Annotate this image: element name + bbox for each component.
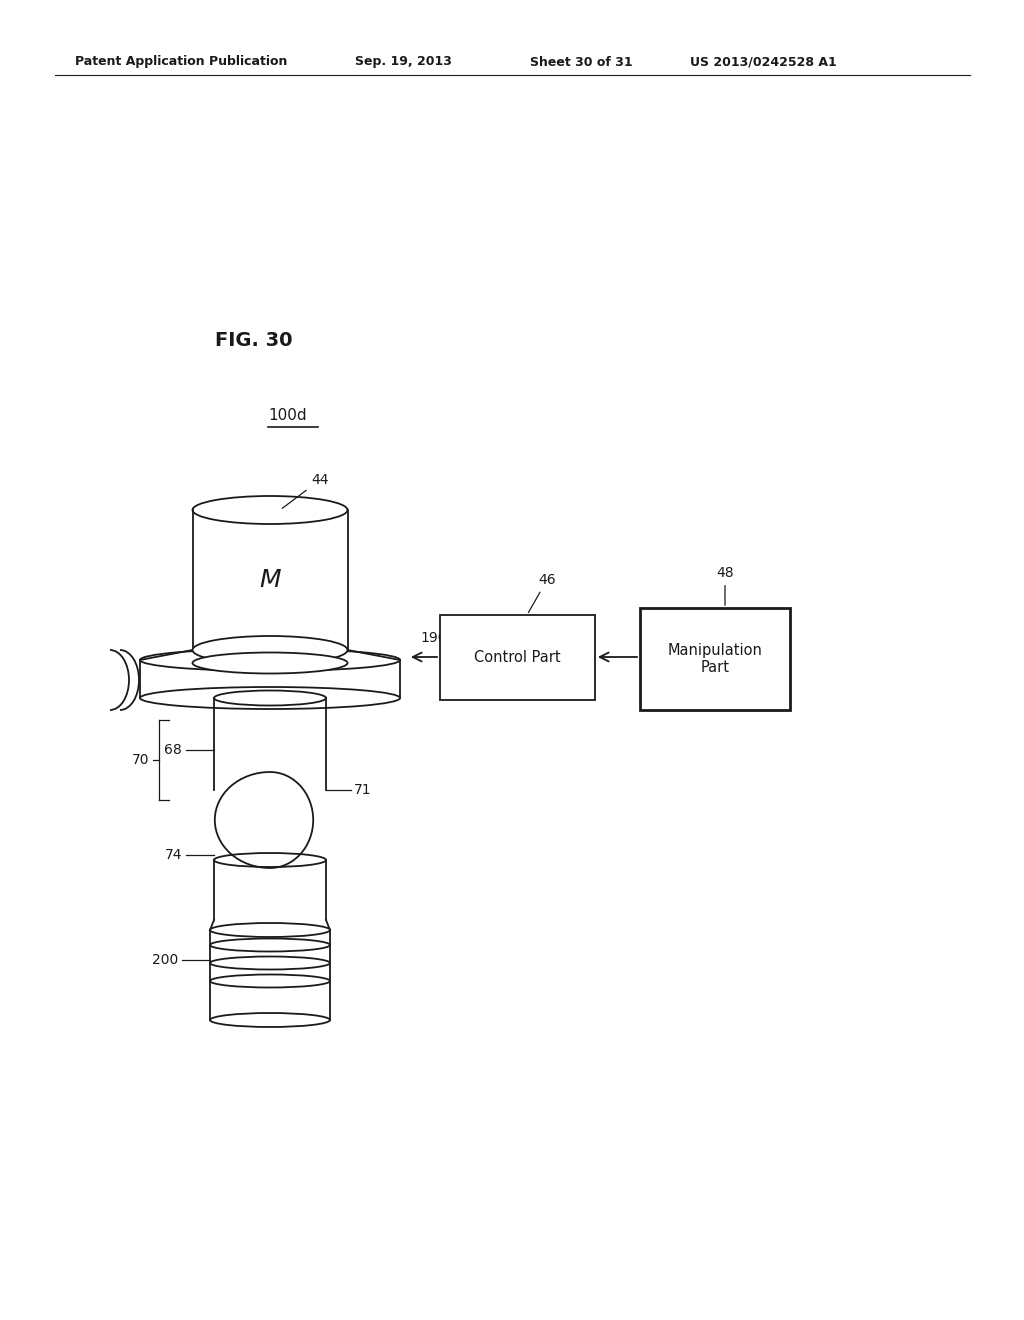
Ellipse shape	[214, 690, 326, 705]
Text: Patent Application Publication: Patent Application Publication	[75, 55, 288, 69]
Text: 44: 44	[283, 473, 329, 508]
Text: Control Part: Control Part	[474, 649, 560, 664]
Ellipse shape	[193, 496, 347, 524]
Ellipse shape	[193, 652, 347, 673]
Ellipse shape	[210, 939, 330, 952]
Ellipse shape	[193, 636, 347, 664]
Text: 74: 74	[165, 847, 182, 862]
Bar	[440, 615, 595, 700]
Ellipse shape	[210, 923, 330, 937]
Ellipse shape	[210, 957, 330, 969]
Text: 71: 71	[354, 783, 372, 797]
Text: Sheet 30 of 31: Sheet 30 of 31	[530, 55, 633, 69]
FancyArrowPatch shape	[413, 652, 437, 661]
Ellipse shape	[210, 1012, 330, 1027]
Text: US 2013/0242528 A1: US 2013/0242528 A1	[690, 55, 837, 69]
Text: 68: 68	[164, 743, 182, 756]
Text: 200: 200	[152, 953, 178, 968]
Ellipse shape	[210, 974, 330, 987]
Ellipse shape	[214, 853, 326, 867]
Text: 48: 48	[716, 566, 734, 605]
Text: 190: 190	[420, 631, 446, 645]
Text: FIG. 30: FIG. 30	[215, 330, 293, 350]
Text: 46: 46	[528, 573, 556, 612]
FancyArrowPatch shape	[600, 652, 637, 661]
Bar	[640, 609, 790, 710]
Text: 100d: 100d	[268, 408, 306, 422]
Text: Sep. 19, 2013: Sep. 19, 2013	[355, 55, 452, 69]
Ellipse shape	[140, 649, 400, 671]
Text: Manipulation
Part: Manipulation Part	[668, 643, 763, 676]
Text: M: M	[259, 568, 281, 591]
Text: 70: 70	[131, 752, 150, 767]
Ellipse shape	[140, 686, 400, 709]
